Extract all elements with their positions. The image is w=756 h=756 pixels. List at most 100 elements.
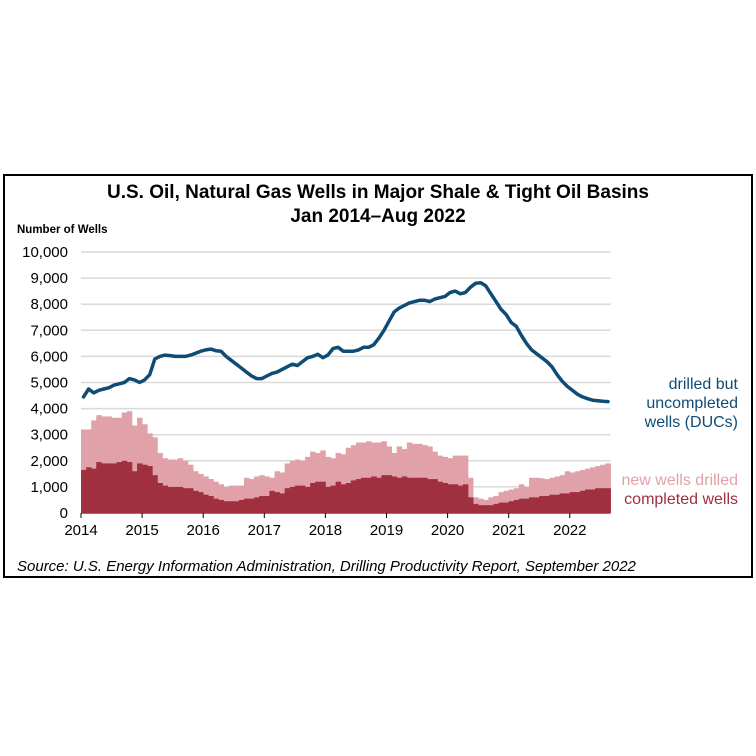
bar-month — [177, 486, 184, 513]
y-tick-label: 3,000 — [30, 427, 68, 444]
y-tick-label: 0 — [60, 505, 68, 522]
bar-month — [498, 502, 505, 513]
bar-month — [554, 476, 561, 513]
bar-month — [457, 455, 464, 513]
bar-month — [198, 492, 204, 513]
bar-month — [569, 492, 576, 513]
bar-month — [228, 501, 235, 513]
bar-month — [182, 460, 189, 513]
bar-month — [238, 485, 245, 513]
bar-month — [167, 486, 174, 513]
legend-duc-line2: uncompleted — [646, 395, 738, 412]
bar-month — [447, 484, 454, 513]
bar-month — [554, 494, 561, 513]
bar-month — [106, 463, 112, 513]
bar-month — [233, 485, 240, 513]
bar-month — [330, 485, 336, 513]
bar-month — [218, 484, 224, 513]
bar-month — [177, 458, 184, 513]
bar-month — [126, 411, 133, 513]
legend-completed-wells: completed wells — [624, 491, 738, 508]
bar-month — [361, 477, 367, 513]
bar-month — [411, 477, 418, 513]
bar-month — [284, 488, 291, 513]
bar-month — [539, 496, 545, 513]
bar-month — [488, 497, 494, 513]
bar-month — [86, 467, 92, 513]
bar-month — [340, 484, 347, 513]
bar-month — [371, 476, 377, 513]
bar-month — [503, 490, 510, 513]
chart-subtitle: Jan 2014–Aug 2022 — [290, 206, 465, 227]
bar-month — [203, 494, 209, 513]
y-tick-label: 6,000 — [30, 348, 68, 365]
bar-month — [131, 425, 138, 513]
bar-month — [152, 475, 158, 513]
bar-month — [574, 492, 581, 513]
bar-month — [162, 485, 168, 513]
bar-month — [213, 498, 219, 513]
bar-month — [223, 486, 230, 513]
duc-line — [81, 281, 610, 404]
y-tick-label: 4,000 — [30, 401, 68, 418]
bar-month — [193, 490, 199, 513]
bar-month — [335, 481, 342, 513]
bar-month — [172, 459, 179, 513]
bar-month — [182, 488, 189, 513]
bar-month — [381, 475, 387, 513]
bar-month — [452, 484, 459, 513]
bar-month — [213, 481, 219, 513]
y-tick-label: 7,000 — [30, 322, 68, 339]
bar-month — [279, 493, 286, 513]
bar-month — [325, 486, 331, 513]
bar-month — [208, 496, 214, 513]
bar-month — [605, 488, 611, 513]
x-tick-label: 2018 — [309, 522, 342, 539]
bar-month — [254, 497, 260, 513]
legend-duc-line3: wells (DUCs) — [644, 414, 738, 431]
bar-month — [396, 477, 403, 513]
x-tick-label: 2022 — [553, 522, 586, 539]
bar-month — [121, 460, 128, 513]
bar-month — [289, 486, 296, 513]
bar-month — [305, 486, 311, 513]
bar-month — [585, 489, 591, 513]
source-note: Source: U.S. Energy Information Administ… — [17, 558, 637, 575]
bar-month — [590, 489, 596, 513]
bar-month — [462, 455, 469, 513]
bar-month — [264, 476, 270, 513]
x-tick-label: 2020 — [431, 522, 464, 539]
bar-month — [523, 498, 530, 513]
series-completed-wells — [81, 460, 611, 513]
bar-month — [111, 463, 118, 513]
bar-month — [172, 486, 179, 513]
x-tick-label: 2019 — [370, 522, 403, 539]
y-tick-label: 8,000 — [30, 296, 68, 313]
bar-month — [310, 482, 316, 513]
chart-title: U.S. Oil, Natural Gas Wells in Major Sha… — [107, 182, 649, 203]
bar-month — [279, 472, 286, 513]
bar-month — [131, 471, 138, 513]
x-tick-label: 2016 — [187, 522, 220, 539]
bar-month — [544, 496, 550, 513]
bar-month — [513, 499, 520, 513]
bar-month — [366, 477, 372, 513]
bar-month — [534, 477, 540, 513]
bar-month — [529, 477, 535, 513]
bar-month — [274, 492, 280, 513]
bar-month — [478, 505, 484, 513]
bar-month — [101, 463, 107, 513]
bar-month — [457, 485, 464, 513]
bar-month — [243, 498, 250, 513]
chart-frame — [3, 174, 753, 578]
bar-month — [442, 482, 448, 513]
bar-month — [167, 459, 174, 513]
bar-month — [340, 454, 347, 513]
x-tick-label: 2017 — [248, 522, 281, 539]
bar-month — [417, 477, 423, 513]
y-tick-label: 2,000 — [30, 453, 68, 470]
bar-month — [116, 462, 123, 513]
bar-month — [269, 490, 275, 513]
bar-month — [91, 420, 97, 513]
